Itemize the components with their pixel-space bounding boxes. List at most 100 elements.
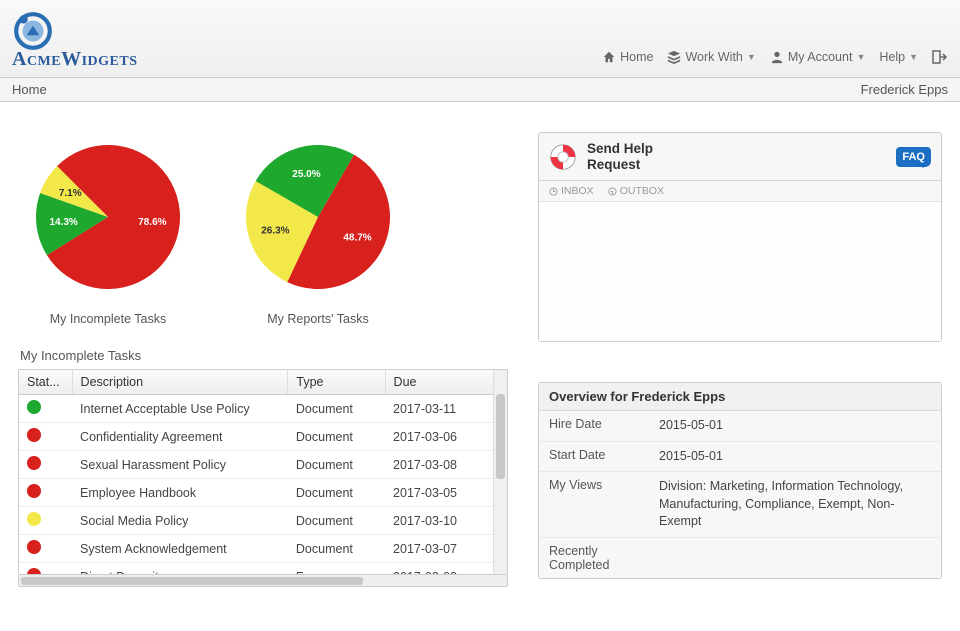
current-user-label: Frederick Epps	[861, 82, 948, 97]
col-description[interactable]: Description	[72, 370, 288, 395]
tasks-title: My Incomplete Tasks	[20, 348, 508, 363]
horizontal-scrollbar[interactable]	[18, 575, 508, 587]
stack-icon	[667, 50, 681, 64]
cell-description: Internet Acceptable Use Policy	[72, 395, 288, 423]
cell-description: Direct Deposit	[72, 563, 288, 575]
status-dot-icon	[27, 400, 41, 414]
table-row[interactable]: System AcknowledgementDocument2017-03-07	[19, 535, 493, 563]
nav-home-label: Home	[620, 50, 653, 64]
nav-my-account[interactable]: My Account ▼	[770, 50, 866, 64]
nav-work-with[interactable]: Work With ▼	[667, 50, 755, 64]
cell-description: Employee Handbook	[72, 479, 288, 507]
logout-icon	[932, 49, 948, 65]
nav-my-account-label: My Account	[788, 50, 853, 64]
pie-chart-1: 78.6%14.3%7.1%	[18, 132, 198, 302]
svg-text:26.3%: 26.3%	[261, 225, 289, 236]
cell-due: 2017-03-07	[385, 535, 493, 563]
cell-type: Document	[288, 395, 385, 423]
overview-row: Recently Completed	[539, 538, 941, 578]
chart-my-incomplete-tasks[interactable]: 78.6%14.3%7.1% My Incomplete Tasks	[18, 132, 198, 326]
help-subnav: INBOX OUTBOX	[539, 181, 941, 202]
tasks-table-container: Stat... Description Type Due Internet Ac…	[18, 369, 508, 575]
main-content: 78.6%14.3%7.1% My Incomplete Tasks 48.7%…	[0, 102, 960, 597]
table-row[interactable]: Internet Acceptable Use PolicyDocument20…	[19, 395, 493, 423]
home-icon	[602, 50, 616, 64]
brand-name: AcmeWidgets	[12, 48, 138, 71]
chevron-down-icon: ▼	[747, 52, 756, 62]
cell-description: System Acknowledgement	[72, 535, 288, 563]
chart-caption: My Incomplete Tasks	[18, 312, 198, 326]
chart-my-reports-tasks[interactable]: 48.7%26.3%25.0% My Reports' Tasks	[228, 132, 408, 326]
col-status[interactable]: Stat...	[19, 370, 72, 395]
outbox-icon	[608, 187, 617, 196]
col-due[interactable]: Due	[385, 370, 493, 395]
nav-home[interactable]: Home	[602, 50, 653, 64]
cell-due: 2017-03-08	[385, 563, 493, 575]
cell-description: Confidentiality Agreement	[72, 423, 288, 451]
right-column: Send Help Request FAQ INBOX OUTBOX Overv…	[538, 132, 942, 587]
overview-heading: Overview for Frederick Epps	[539, 383, 941, 411]
cell-due: 2017-03-06	[385, 423, 493, 451]
overview-value: 2015-05-01	[659, 448, 931, 466]
help-body	[539, 202, 941, 341]
cell-due: 2017-03-05	[385, 479, 493, 507]
help-title-line1: Send Help	[587, 141, 653, 157]
overview-value: Division: Marketing, Information Technol…	[659, 478, 931, 531]
left-column: 78.6%14.3%7.1% My Incomplete Tasks 48.7%…	[18, 132, 508, 587]
overview-row: Hire Date2015-05-01	[539, 411, 941, 442]
overview-key: My Views	[549, 478, 659, 492]
brand-block: AcmeWidgets	[12, 10, 138, 71]
chevron-down-icon: ▼	[909, 52, 918, 62]
vertical-scrollbar[interactable]	[493, 370, 507, 574]
cell-type: Document	[288, 507, 385, 535]
cell-description: Social Media Policy	[72, 507, 288, 535]
cell-type: Document	[288, 423, 385, 451]
cell-due: 2017-03-08	[385, 451, 493, 479]
cell-type: Form	[288, 563, 385, 575]
chart-caption: My Reports' Tasks	[228, 312, 408, 326]
svg-text:48.7%: 48.7%	[343, 233, 371, 244]
help-panel-header: Send Help Request FAQ	[539, 133, 941, 181]
chevron-down-icon: ▼	[856, 52, 865, 62]
pie-chart-2: 48.7%26.3%25.0%	[228, 132, 408, 302]
nav-help-label: Help	[879, 50, 905, 64]
overview-panel: Overview for Frederick Epps Hire Date201…	[538, 382, 942, 579]
top-nav: Home Work With ▼ My Account ▼ Help ▼	[602, 49, 948, 65]
cell-type: Document	[288, 451, 385, 479]
help-panel: Send Help Request FAQ INBOX OUTBOX	[538, 132, 942, 342]
table-row[interactable]: Sexual Harassment PolicyDocument2017-03-…	[19, 451, 493, 479]
nav-logout[interactable]	[932, 49, 948, 65]
app-header: AcmeWidgets Home Work With ▼ My Account …	[0, 0, 960, 78]
overview-value: 2015-05-01	[659, 417, 931, 435]
inbox-tab[interactable]: INBOX	[549, 185, 594, 197]
overview-row: My ViewsDivision: Marketing, Information…	[539, 472, 941, 538]
nav-work-with-label: Work With	[685, 50, 742, 64]
table-row[interactable]: Employee HandbookDocument2017-03-05	[19, 479, 493, 507]
status-dot-icon	[27, 456, 41, 470]
status-dot-icon	[27, 568, 41, 574]
table-row[interactable]: Confidentiality AgreementDocument2017-03…	[19, 423, 493, 451]
help-title[interactable]: Send Help Request	[587, 141, 653, 172]
outbox-tab[interactable]: OUTBOX	[608, 185, 664, 197]
col-type[interactable]: Type	[288, 370, 385, 395]
nav-help[interactable]: Help ▼	[879, 50, 918, 64]
breadcrumb[interactable]: Home	[12, 82, 47, 97]
status-dot-icon	[27, 484, 41, 498]
outbox-label: OUTBOX	[620, 185, 664, 197]
user-icon	[770, 50, 784, 64]
brand-logo-icon	[12, 10, 54, 52]
cell-description: Sexual Harassment Policy	[72, 451, 288, 479]
breadcrumb-bar: Home Frederick Epps	[0, 78, 960, 102]
inbox-icon	[549, 187, 558, 196]
overview-row: Start Date2015-05-01	[539, 442, 941, 473]
status-dot-icon	[27, 540, 41, 554]
lifebuoy-icon	[549, 143, 577, 171]
svg-text:7.1%: 7.1%	[59, 188, 82, 199]
tasks-table: Stat... Description Type Due Internet Ac…	[19, 370, 493, 574]
status-dot-icon	[27, 428, 41, 442]
overview-key: Start Date	[549, 448, 659, 462]
table-row[interactable]: Direct DepositForm2017-03-08	[19, 563, 493, 575]
table-row[interactable]: Social Media PolicyDocument2017-03-10	[19, 507, 493, 535]
faq-button[interactable]: FAQ	[896, 147, 931, 167]
charts-row: 78.6%14.3%7.1% My Incomplete Tasks 48.7%…	[18, 132, 508, 326]
